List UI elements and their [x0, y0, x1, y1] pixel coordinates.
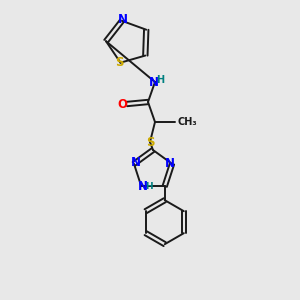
Text: N: N: [118, 14, 128, 26]
Text: H: H: [146, 182, 153, 191]
Text: N: N: [131, 156, 141, 169]
Text: O: O: [117, 98, 127, 110]
Text: N: N: [149, 76, 159, 88]
Text: S: S: [115, 56, 124, 69]
Text: CH₃: CH₃: [177, 117, 197, 127]
Text: N: N: [138, 180, 148, 193]
Text: N: N: [165, 157, 175, 170]
Text: H: H: [156, 75, 164, 85]
Text: S: S: [146, 136, 154, 148]
